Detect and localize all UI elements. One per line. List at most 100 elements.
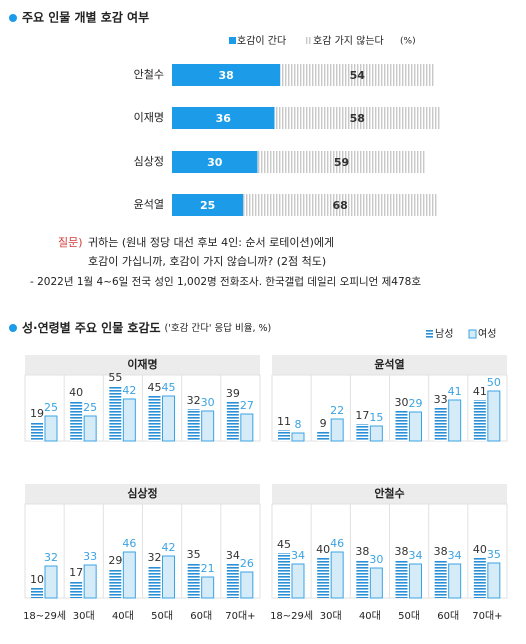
bar [70,401,83,441]
value-label: 35 [487,548,501,561]
legend-label: 여성 [478,328,496,340]
question-text: 호감이 가십니까, 호감이 가지 않습니까? (2점 척도) [88,255,326,268]
category-label: 심상정 [134,155,164,168]
bar [317,558,330,598]
bar [83,564,97,599]
panel-title: 윤석열 [374,357,404,371]
bar [44,415,58,442]
value-label: 42 [162,541,176,554]
panel-header [25,484,260,504]
value-label: 21 [201,562,215,575]
value-label: 17 [69,566,83,579]
legend-label: 호감 가지 않는다 [313,35,384,47]
chart-title: 성·연령별 주요 인물 호감도 ('호감 간다' 응답 비율, %) [22,320,271,335]
x-tick-label: 18~29세 [270,610,313,622]
bar [226,402,239,441]
value-label: 29 [409,397,423,410]
title: 성·연령별 주요 인물 호감도 [22,320,161,335]
x-tick-label: 50대 [151,610,173,622]
value-label: 40 [69,386,83,399]
question-label: 질문) [58,236,83,249]
unit-label: (%) [400,37,416,47]
bar [278,430,290,441]
value-label: 41 [473,385,487,398]
x-tick-label: 30대 [73,610,95,622]
source-note: - 2022년 1월 4~6일 전국 성인 1,002명 전화조사. 한국갤럽 … [30,275,421,288]
value-label: 42 [122,384,136,397]
bar [148,396,161,441]
bullet [9,14,17,22]
value-label: 58 [350,112,365,125]
bar [109,569,122,598]
value-label: 30 [201,396,215,409]
value-label: 9 [320,417,327,430]
bar [172,151,258,173]
bar [70,581,83,598]
legend-label: 호감이 간다 [237,35,286,47]
chart-title: 주요 인물 개별 호감 여부 [22,10,149,25]
bar [201,410,215,442]
bar [83,415,97,442]
value-label: 33 [434,393,448,406]
category-label: 윤석열 [134,198,164,211]
value-label: 34 [291,549,305,562]
bar [330,418,344,442]
bar [240,571,254,599]
category-label: 이재명 [134,111,164,124]
value-label: 32 [148,551,162,564]
bar [291,563,305,599]
value-label: 38 [395,545,409,558]
value-label: 39 [226,387,240,400]
bar [409,563,422,599]
x-tick-label: 40대 [359,610,381,622]
bar [187,563,200,598]
value-label: 29 [108,554,122,567]
bar [243,194,438,216]
value-label: 10 [30,573,44,586]
bar [240,413,254,442]
bar [317,432,330,441]
bar [148,566,161,598]
legend-swatch [468,329,477,339]
panel-title: 안철수 [374,486,404,500]
bar [122,551,136,599]
panel-header [272,355,507,375]
bar [356,560,369,598]
panel-title: 이재명 [127,357,157,371]
x-tick-label: 70대+ [225,610,255,622]
subtitle: ('호감 간다' 응답 비율, %) [165,322,272,334]
bar [448,399,462,442]
value-label: 68 [332,199,347,212]
legend-swatch [229,37,236,44]
value-label: 30 [207,156,223,169]
value-label: 38 [434,545,448,558]
bar [369,425,383,442]
value-label: 32 [44,551,58,564]
value-label: 40 [316,543,330,556]
value-label: 35 [187,548,201,561]
bar [172,64,281,86]
legend-swatch [426,330,433,338]
bar [162,395,175,442]
bar [226,564,239,598]
bar [395,560,408,598]
value-label: 38 [218,69,233,82]
bar [122,398,136,442]
bar [473,558,486,598]
bar [109,386,122,441]
bar [31,422,43,441]
value-label: 54 [350,69,366,82]
bar [330,551,344,599]
value-label: 27 [240,399,254,412]
value-label: 34 [409,549,423,562]
bar [395,411,408,441]
bullet [9,324,17,332]
bar [280,64,435,86]
bar [31,588,43,598]
value-label: 41 [448,385,462,398]
legend-swatch [305,37,312,44]
value-label: 38 [355,545,369,558]
value-label: 25 [83,401,97,414]
value-label: 30 [395,396,409,409]
value-label: 25 [200,199,215,212]
